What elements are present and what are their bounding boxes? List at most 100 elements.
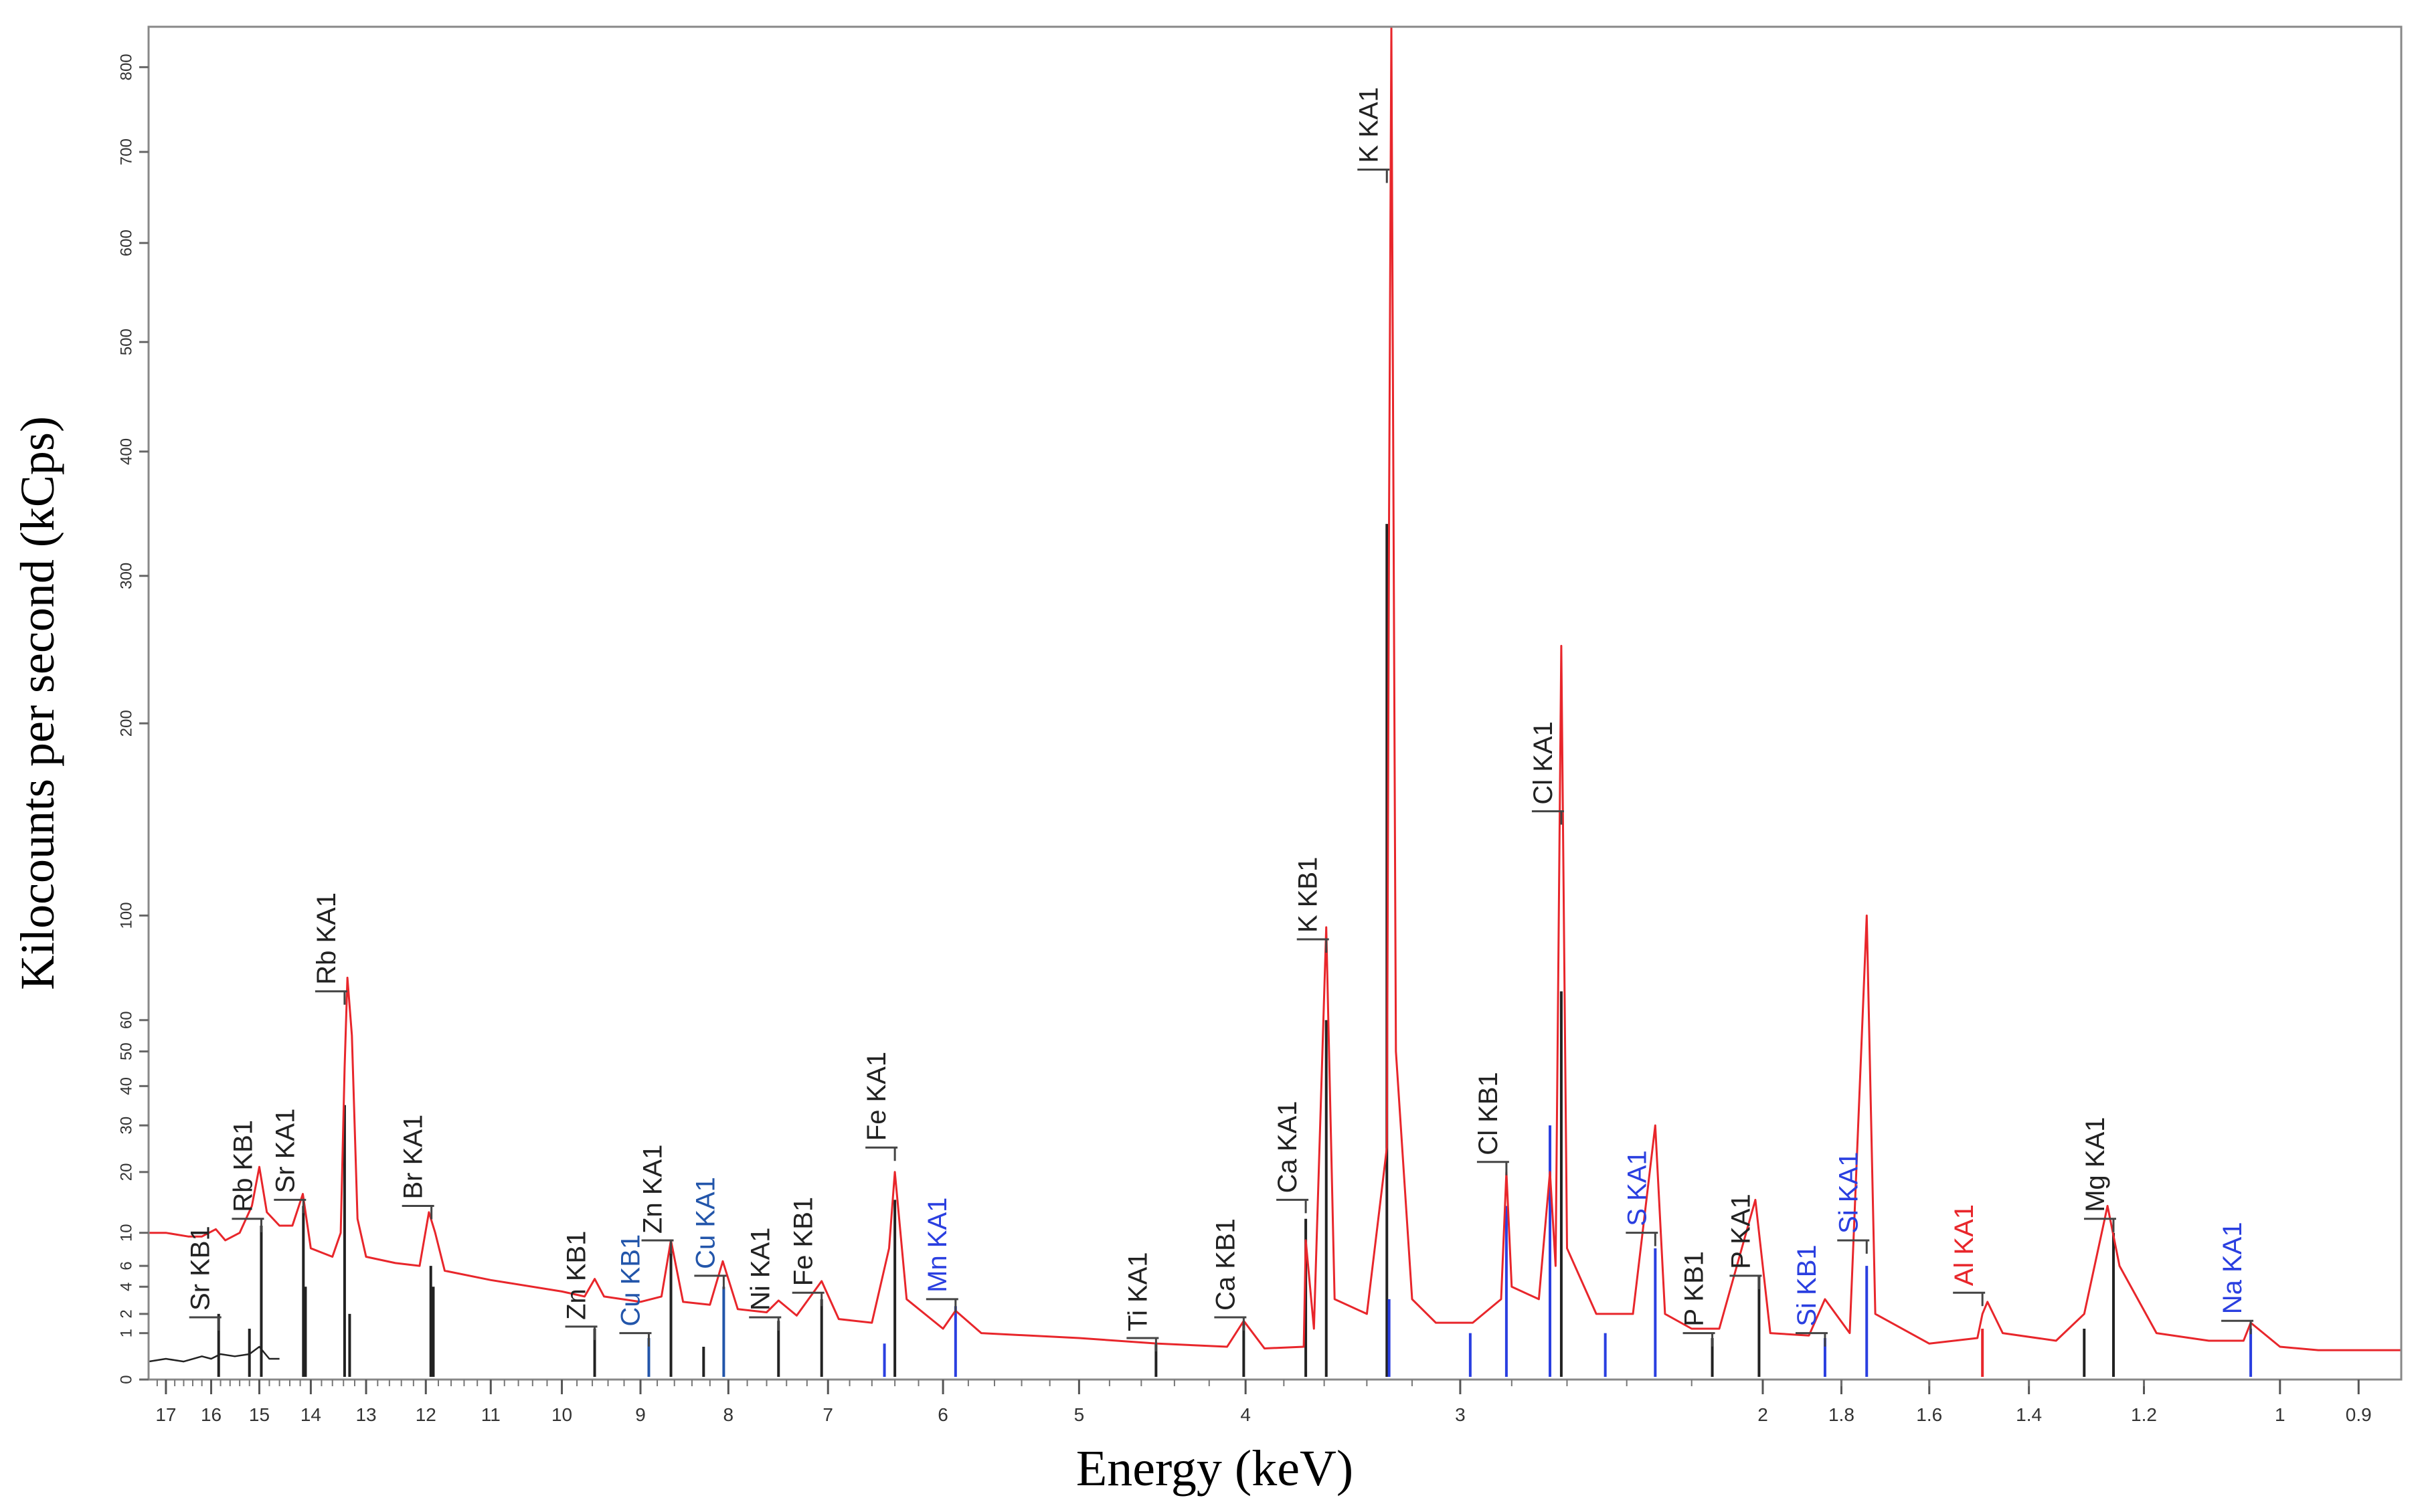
x-tick-label: 6 [938,1404,948,1425]
x-tick-label: 3 [1455,1404,1466,1425]
peak-label: Cl KA1 [1529,721,1558,805]
peak-annotation: K KA1 [1354,87,1390,183]
peak-annotation: Rb KB1 [228,1120,264,1232]
peak-label: Cl KB1 [1474,1072,1503,1155]
peak-label: Rb KB1 [228,1120,258,1212]
y-tick-label: 200 [117,710,135,737]
x-tick-label: 1 [2275,1404,2285,1425]
peak-label: Cu KA1 [691,1177,720,1269]
peak-label: S KA1 [1622,1150,1652,1226]
peak-label: Fe KB1 [789,1197,818,1286]
y-tick-label: 50 [117,1042,135,1060]
peak-annotation: Cu KA1 [691,1177,727,1289]
y-tick-label: 800 [117,54,135,80]
peak-label: Ti KA1 [1123,1252,1152,1331]
peak-label: Zn KA1 [638,1145,668,1234]
peak-annotation: Fe KB1 [789,1197,825,1307]
peak-label: K KA1 [1354,87,1383,163]
x-tick-label: 1.6 [1916,1404,1942,1425]
y-axis-label: Kilocounts per second (kCps) [11,416,64,990]
peak-label: Ni KA1 [746,1227,775,1311]
y-tick-label: 400 [117,438,135,465]
peak-label: P KA1 [1726,1194,1755,1269]
peak-label: Br KA1 [399,1115,428,1200]
y-tick-label: 700 [117,138,135,165]
y-tick-label: 40 [117,1077,135,1095]
peak-annotation: Ti KA1 [1123,1252,1159,1351]
x-tick-label: 4 [1240,1404,1251,1425]
y-tick-label: 10 [117,1224,135,1242]
x-tick-label: 8 [723,1404,734,1425]
x-axis-label: Energy (keV) [1076,1440,1353,1497]
y-tick-label: 0 [117,1375,135,1384]
peak-label: Rb KA1 [312,892,341,985]
peak-label: Mg KA1 [2081,1117,2110,1212]
peak-annotation: Mn KA1 [923,1198,958,1313]
peak-annotation: Rb KA1 [312,892,347,1005]
x-tick-label: 0.9 [2346,1404,2372,1425]
peak-annotation: Al KA1 [1950,1204,1986,1307]
peak-annotation: Cl KB1 [1474,1072,1509,1175]
peak-annotation: Na KA1 [2218,1222,2254,1335]
y-tick-label: 500 [117,328,135,355]
peak-label: Na KA1 [2218,1222,2247,1314]
y-tick-label: 100 [117,902,135,929]
x-tick-label: 15 [249,1404,270,1425]
y-tick-label: 1 [117,1329,135,1337]
reference-spectrum-line [148,1345,280,1363]
x-tick-label: 1.4 [2016,1404,2042,1425]
peak-label: Si KA1 [1834,1152,1863,1234]
x-tick-label: 7 [823,1404,833,1425]
y-tick-label: 60 [117,1011,135,1029]
axes: 0124610203040506010020030040050060070080… [117,25,2403,1425]
peak-annotation: Zn KA1 [638,1145,674,1254]
peak-annotation: Zn KB1 [562,1231,598,1340]
x-tick-label: 11 [481,1404,501,1425]
peak-label: K KB1 [1294,857,1323,933]
y-tick-label: 600 [117,229,135,256]
peak-label: Zn KB1 [562,1231,592,1320]
x-tick-label: 2 [1757,1404,1768,1425]
y-tick-label: 30 [117,1117,135,1135]
peak-label: Sr KB1 [186,1226,215,1311]
peak-label: Mn KA1 [923,1198,952,1293]
y-tick-label: 20 [117,1163,135,1181]
peak-annotation: P KB1 [1680,1251,1715,1347]
peak-annotation: Mg KA1 [2081,1117,2117,1232]
x-tick-label: 1.8 [1828,1404,1854,1425]
peak-annotation: Ca KA1 [1273,1101,1309,1214]
peak-label: Al KA1 [1950,1204,1979,1286]
peak-label: Ca KA1 [1273,1101,1302,1194]
peak-annotation: Ni KA1 [746,1227,782,1331]
x-tick-label: 12 [416,1404,436,1425]
x-tick-label: 14 [300,1404,321,1425]
y-tick-label: 300 [117,563,135,589]
peak-annotation: Cu KB1 [616,1234,652,1347]
x-tick-label: 16 [201,1404,222,1425]
x-tick-label: 5 [1074,1404,1085,1425]
y-tick-label: 6 [117,1261,135,1270]
x-tick-label: 13 [355,1404,376,1425]
peak-annotation: Fe KA1 [862,1052,898,1161]
peak-label: Cu KB1 [616,1234,645,1327]
peak-label: Sr KA1 [270,1109,300,1194]
y-tick-label: 2 [117,1309,135,1318]
peak-annotation: Br KA1 [399,1115,434,1220]
peak-annotation: K KB1 [1294,857,1329,953]
peak-annotation: Ca KB1 [1211,1218,1247,1331]
plot-frame [147,25,2403,1381]
y-tick-label: 4 [117,1283,135,1291]
plot-area: Sr KB1 Rb KB1 Sr KA1 Rb KA1 Br KA1 Zn KB1 Cu K… [148,25,2401,1377]
peak-annotation: Si KA1 [1834,1152,1870,1254]
peak-label: P KB1 [1680,1251,1709,1327]
measured-spectrum-line [149,25,2401,1351]
x-tick-label: 17 [155,1404,176,1425]
peak-annotation: Si KB1 [1792,1244,1828,1347]
x-tick-label: 1.2 [2131,1404,2157,1425]
peak-annotation: Cl KA1 [1529,721,1564,825]
peak-annotation: Sr KB1 [186,1226,222,1331]
peak-label: Si KB1 [1792,1244,1822,1326]
peak-annotation: P KA1 [1726,1194,1762,1289]
x-tick-label: 9 [635,1404,646,1425]
